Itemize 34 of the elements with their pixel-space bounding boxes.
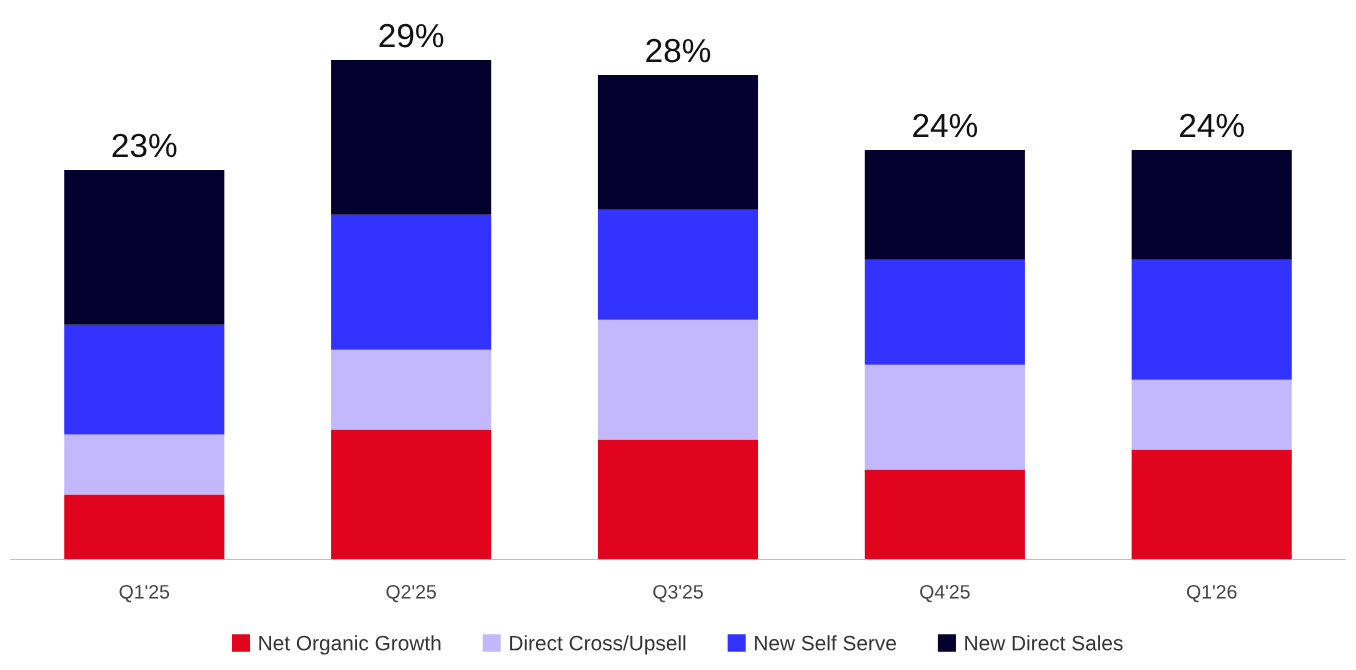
x-tick-label: Q3'25 [653, 584, 703, 603]
annotation: 24% [913, 113, 978, 138]
legend-label: New Self Serve [755, 635, 896, 651]
bar [64, 434, 225, 495]
bar [864, 364, 1025, 470]
bar [597, 209, 759, 320]
bar [1131, 449, 1292, 560]
x-tick-label: Q1'25 [119, 584, 170, 603]
x-tick-label: Q1'26 [1187, 584, 1237, 603]
bar [864, 259, 1025, 365]
bar [331, 349, 492, 430]
bar [864, 149, 1025, 260]
legend-label: Net Organic Growth [259, 635, 441, 655]
annotation: 29% [379, 23, 444, 48]
bar [331, 214, 492, 350]
bar [864, 469, 1025, 560]
bar [1131, 259, 1292, 380]
legend-label: New Direct Sales [965, 635, 1123, 651]
legend-label: Direct Cross/Upsell [510, 635, 686, 655]
annotation: 28% [646, 38, 711, 63]
bar [597, 319, 759, 440]
annotation: 24% [1180, 113, 1244, 138]
bar [597, 439, 759, 560]
x-tick-label: Q2'25 [386, 584, 436, 603]
bar [1131, 149, 1292, 260]
bar [1131, 379, 1292, 450]
annotation: 23% [112, 133, 177, 158]
bar [64, 324, 225, 435]
bar [331, 60, 492, 215]
bar [64, 494, 225, 560]
x-tick-label: Q4'25 [920, 584, 970, 603]
bar [64, 169, 225, 325]
bar [597, 74, 759, 210]
bar [331, 429, 492, 560]
